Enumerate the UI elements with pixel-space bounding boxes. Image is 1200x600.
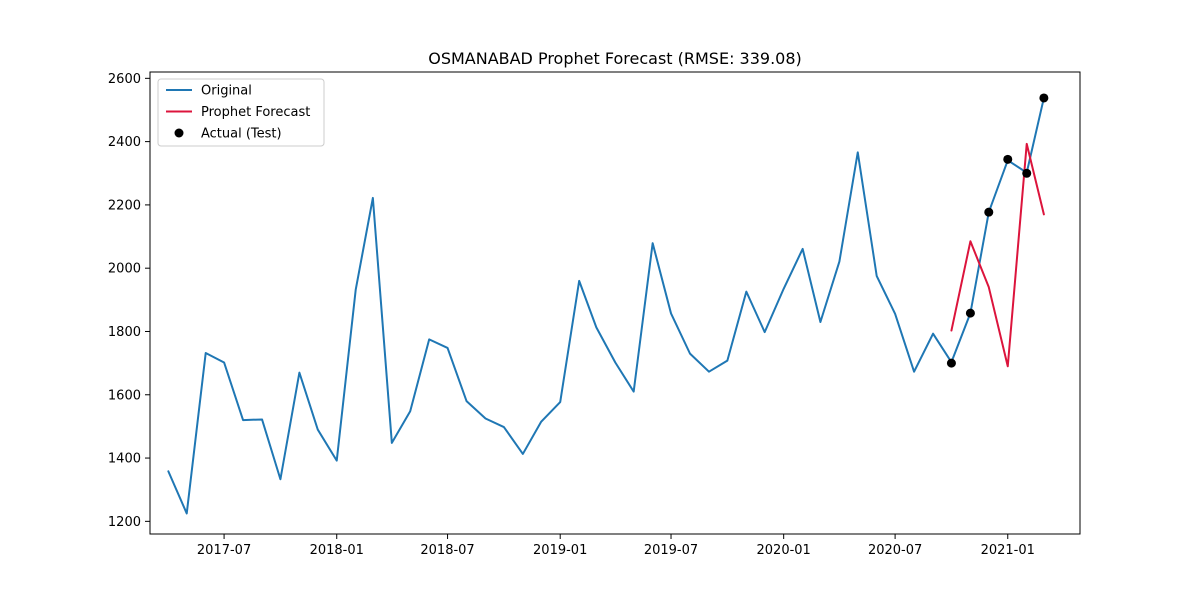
series-layer bbox=[167, 93, 1049, 515]
plot-frame bbox=[149, 71, 1081, 535]
x-tick-label: 2019-01 bbox=[533, 543, 587, 558]
y-tick-label: 1400 bbox=[108, 452, 141, 467]
y-tick-label: 1800 bbox=[108, 325, 141, 340]
legend-label-original: Original bbox=[201, 84, 252, 99]
legend-box bbox=[157, 78, 325, 147]
scatter-point-actual-test bbox=[965, 308, 975, 318]
legend-label-actual-test: Actual (Test) bbox=[201, 127, 282, 142]
y-tick-label: 2600 bbox=[108, 72, 141, 87]
x-tick-label: 2018-07 bbox=[420, 543, 474, 558]
legend-label-prophet-forecast: Prophet Forecast bbox=[201, 105, 310, 120]
y-tick-label: 1600 bbox=[108, 388, 141, 403]
y-tick-label: 2200 bbox=[108, 198, 141, 213]
x-tick-label: 2021-01 bbox=[981, 543, 1035, 558]
series-line-prophet-forecast bbox=[950, 142, 1045, 368]
x-tick-label: 2019-07 bbox=[644, 543, 698, 558]
y-tick-label: 2400 bbox=[108, 135, 141, 150]
x-tick-label: 2020-01 bbox=[757, 543, 811, 558]
scatter-point-actual-test bbox=[1022, 168, 1032, 178]
x-tick-label: 2018-01 bbox=[310, 543, 364, 558]
series-line-original bbox=[167, 96, 1045, 515]
legend: Original Prophet Forecast Actual (Test) bbox=[157, 78, 325, 147]
chart-title: OSMANABAD Prophet Forecast (RMSE: 339.08… bbox=[428, 49, 802, 68]
x-tick-label: 2020-07 bbox=[868, 543, 922, 558]
scatter-point-actual-test bbox=[1039, 93, 1049, 103]
scatter-point-actual-test bbox=[1003, 154, 1013, 164]
axes-layer: 2017-07 2018-01 2018-07 2019-01 2019-07 2020-… bbox=[108, 71, 1081, 558]
y-tick-label: 2000 bbox=[108, 262, 141, 277]
y-tick-label: 1200 bbox=[108, 515, 141, 530]
x-tick-label: 2017-07 bbox=[197, 543, 251, 558]
legend-swatch-actual-test bbox=[174, 128, 184, 138]
scatter-point-actual-test bbox=[946, 358, 956, 368]
scatter-point-actual-test bbox=[984, 207, 994, 217]
